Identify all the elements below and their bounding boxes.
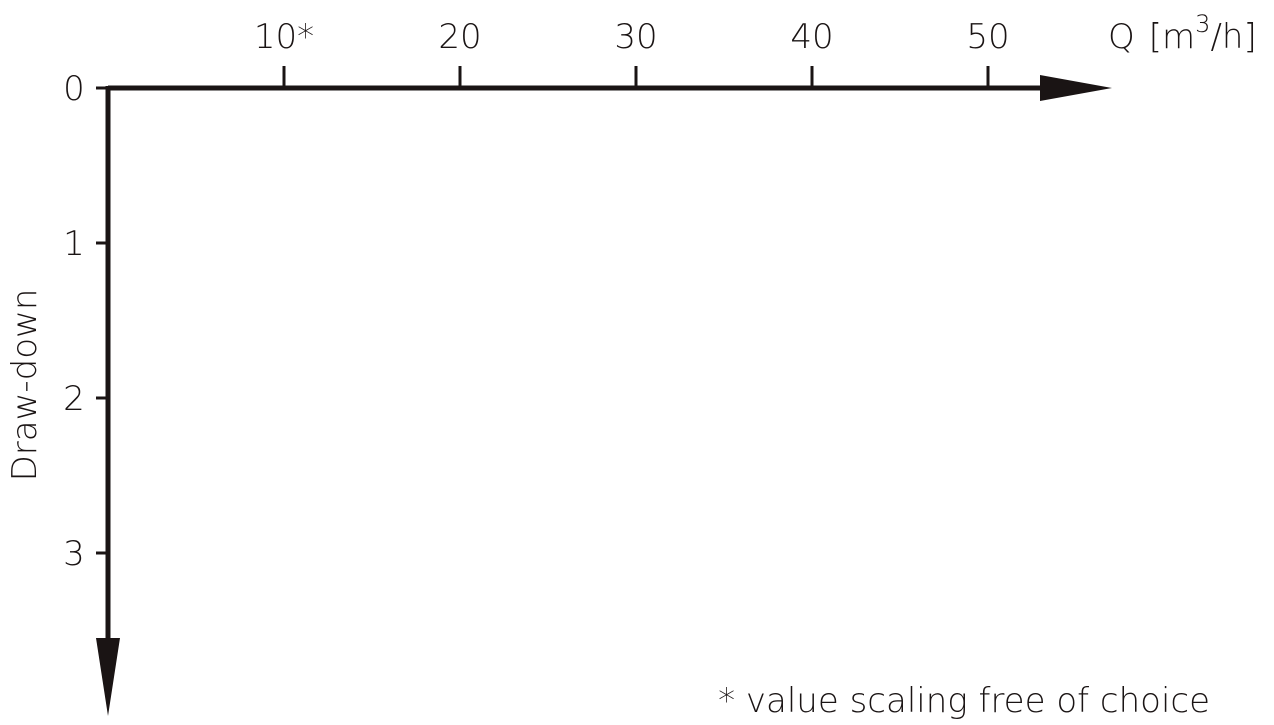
footnote: * value scaling free of choice bbox=[718, 681, 1210, 721]
x-axis-label: Q [m3/h] bbox=[1108, 10, 1257, 57]
x-tick-label: 20 bbox=[438, 17, 481, 57]
x-tick-label: 30 bbox=[614, 17, 657, 57]
x-tick-label: 10* bbox=[254, 17, 314, 57]
y-axis-label: Draw-down bbox=[5, 289, 45, 482]
y-axis-ticks: 0 1 2 3 bbox=[63, 69, 108, 574]
y-tick-label: 3 bbox=[63, 534, 85, 574]
x-axis-ticks: 10* 20 30 40 50 bbox=[254, 17, 1010, 88]
x-tick-label: 50 bbox=[966, 17, 1009, 57]
x-axis-label-unit-sup: 3 bbox=[1195, 10, 1210, 38]
x-axis-label-unit-open: [m bbox=[1149, 17, 1195, 57]
x-axis-arrow-icon bbox=[1040, 75, 1112, 101]
y-tick-label: 0 bbox=[63, 69, 85, 109]
x-axis-label-unit-close: /h] bbox=[1210, 17, 1256, 57]
x-axis-label-symbol: Q bbox=[1108, 17, 1135, 57]
y-axis-arrow-icon bbox=[96, 638, 120, 716]
y-tick-label: 2 bbox=[63, 379, 85, 419]
y-tick-label: 1 bbox=[63, 224, 85, 264]
x-tick-label: 40 bbox=[790, 17, 833, 57]
